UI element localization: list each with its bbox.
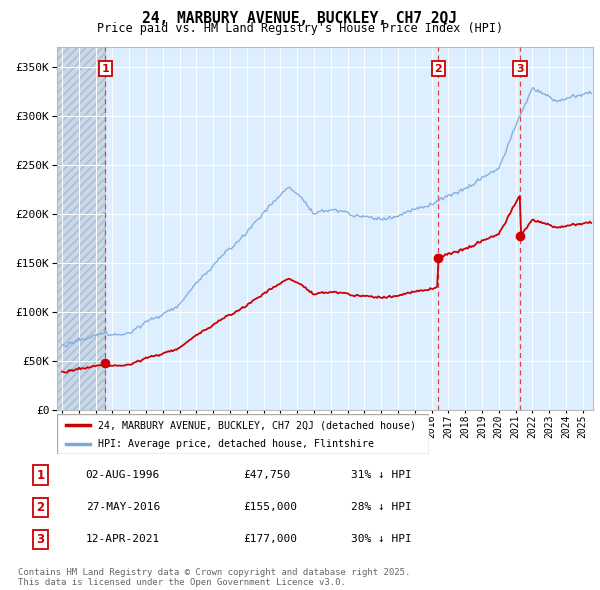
Bar [57, 47, 106, 410]
Text: 3: 3 [516, 64, 524, 74]
Text: 30% ↓ HPI: 30% ↓ HPI [351, 535, 412, 545]
Text: 2: 2 [37, 501, 44, 514]
Text: £155,000: £155,000 [244, 503, 298, 512]
Bar [57, 47, 106, 410]
Text: HPI: Average price, detached house, Flintshire: HPI: Average price, detached house, Flin… [98, 440, 374, 449]
Text: 12-APR-2021: 12-APR-2021 [86, 535, 160, 545]
Text: 1: 1 [101, 64, 109, 74]
Text: 2: 2 [434, 64, 442, 74]
Text: 24, MARBURY AVENUE, BUCKLEY, CH7 2QJ: 24, MARBURY AVENUE, BUCKLEY, CH7 2QJ [143, 11, 458, 25]
Text: 28% ↓ HPI: 28% ↓ HPI [351, 503, 412, 512]
Text: £177,000: £177,000 [244, 535, 298, 545]
Text: 02-AUG-1996: 02-AUG-1996 [86, 470, 160, 480]
Text: 31% ↓ HPI: 31% ↓ HPI [351, 470, 412, 480]
Text: Price paid vs. HM Land Registry's House Price Index (HPI): Price paid vs. HM Land Registry's House … [97, 22, 503, 35]
Text: 24, MARBURY AVENUE, BUCKLEY, CH7 2QJ (detached house): 24, MARBURY AVENUE, BUCKLEY, CH7 2QJ (de… [98, 420, 416, 430]
Text: 3: 3 [37, 533, 44, 546]
Text: 27-MAY-2016: 27-MAY-2016 [86, 503, 160, 512]
Text: 1: 1 [37, 469, 44, 482]
Text: £47,750: £47,750 [244, 470, 291, 480]
Text: Contains HM Land Registry data © Crown copyright and database right 2025.
This d: Contains HM Land Registry data © Crown c… [18, 568, 410, 587]
